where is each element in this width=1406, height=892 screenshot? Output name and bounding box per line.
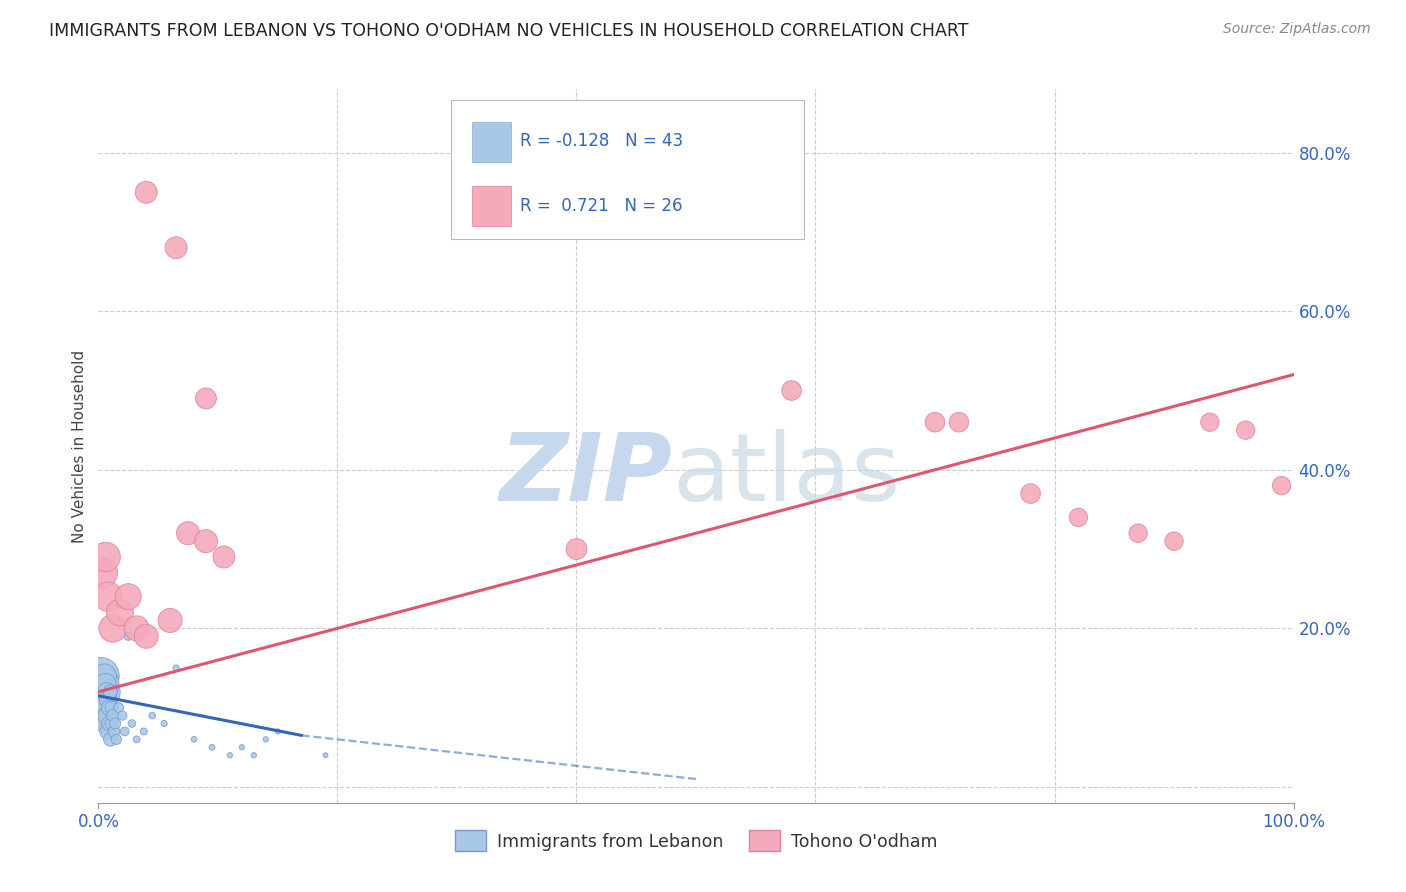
Point bbox=[90, 669, 112, 683]
Point bbox=[183, 732, 205, 747]
FancyBboxPatch shape bbox=[472, 122, 510, 162]
Point bbox=[254, 732, 277, 747]
Legend: Immigrants from Lebanon, Tohono O'odham: Immigrants from Lebanon, Tohono O'odham bbox=[449, 823, 943, 858]
Y-axis label: No Vehicles in Household: No Vehicles in Household bbox=[72, 350, 87, 542]
Point bbox=[153, 716, 176, 731]
Point bbox=[1067, 510, 1090, 524]
Point bbox=[98, 685, 122, 699]
Text: ZIP: ZIP bbox=[499, 428, 672, 521]
Point bbox=[93, 700, 115, 714]
Point bbox=[100, 700, 122, 714]
Text: IMMIGRANTS FROM LEBANON VS TOHONO O'ODHAM NO VEHICLES IN HOUSEHOLD CORRELATION C: IMMIGRANTS FROM LEBANON VS TOHONO O'ODHA… bbox=[49, 22, 969, 40]
Point bbox=[1019, 486, 1042, 500]
Point bbox=[201, 740, 224, 755]
Point bbox=[114, 724, 136, 739]
Point bbox=[98, 716, 121, 731]
Point bbox=[96, 708, 118, 723]
Point bbox=[111, 708, 134, 723]
Point bbox=[195, 534, 218, 549]
Point bbox=[100, 716, 122, 731]
Point bbox=[948, 415, 970, 429]
Point bbox=[97, 692, 120, 706]
Point bbox=[924, 415, 946, 429]
Point bbox=[93, 669, 115, 683]
Point bbox=[195, 392, 218, 406]
Point bbox=[96, 685, 118, 699]
Point bbox=[1271, 478, 1294, 492]
Point bbox=[94, 716, 117, 731]
Point bbox=[91, 708, 114, 723]
Point bbox=[91, 566, 114, 580]
Point bbox=[1234, 423, 1257, 437]
Point bbox=[125, 732, 148, 747]
Point bbox=[565, 542, 588, 557]
Point bbox=[101, 621, 124, 635]
Point bbox=[141, 708, 163, 723]
Point bbox=[231, 740, 253, 755]
Point bbox=[243, 748, 266, 763]
Point bbox=[107, 700, 129, 714]
Point bbox=[98, 732, 122, 747]
Point bbox=[98, 700, 121, 714]
Point bbox=[165, 241, 187, 255]
Point bbox=[121, 716, 143, 731]
Point bbox=[315, 748, 337, 763]
Point bbox=[165, 661, 187, 675]
Point bbox=[1199, 415, 1222, 429]
Point bbox=[91, 685, 114, 699]
Point bbox=[97, 590, 120, 604]
FancyBboxPatch shape bbox=[472, 186, 510, 227]
Point bbox=[132, 724, 155, 739]
Point bbox=[219, 748, 242, 763]
Point bbox=[108, 606, 131, 620]
Point bbox=[91, 692, 114, 706]
Point bbox=[97, 724, 120, 739]
Point bbox=[104, 716, 127, 731]
FancyBboxPatch shape bbox=[451, 100, 804, 239]
Point bbox=[125, 621, 148, 635]
Text: R =  0.721   N = 26: R = 0.721 N = 26 bbox=[520, 196, 683, 214]
Point bbox=[177, 526, 200, 541]
Point bbox=[90, 700, 112, 714]
Point bbox=[1128, 526, 1150, 541]
Point bbox=[117, 590, 139, 604]
Point bbox=[780, 384, 803, 398]
Text: R = -0.128   N = 43: R = -0.128 N = 43 bbox=[520, 132, 683, 150]
Point bbox=[1163, 534, 1185, 549]
Point bbox=[159, 614, 181, 628]
Point bbox=[135, 629, 157, 643]
Point bbox=[89, 685, 111, 699]
Text: atlas: atlas bbox=[672, 428, 900, 521]
Point bbox=[94, 549, 117, 564]
Point bbox=[105, 732, 128, 747]
Point bbox=[212, 549, 235, 564]
Point bbox=[101, 708, 124, 723]
Point bbox=[103, 724, 125, 739]
Text: Source: ZipAtlas.com: Source: ZipAtlas.com bbox=[1223, 22, 1371, 37]
Point bbox=[91, 677, 114, 691]
Point bbox=[117, 629, 139, 643]
Point bbox=[267, 724, 290, 739]
Point bbox=[94, 677, 117, 691]
Point bbox=[135, 186, 157, 200]
